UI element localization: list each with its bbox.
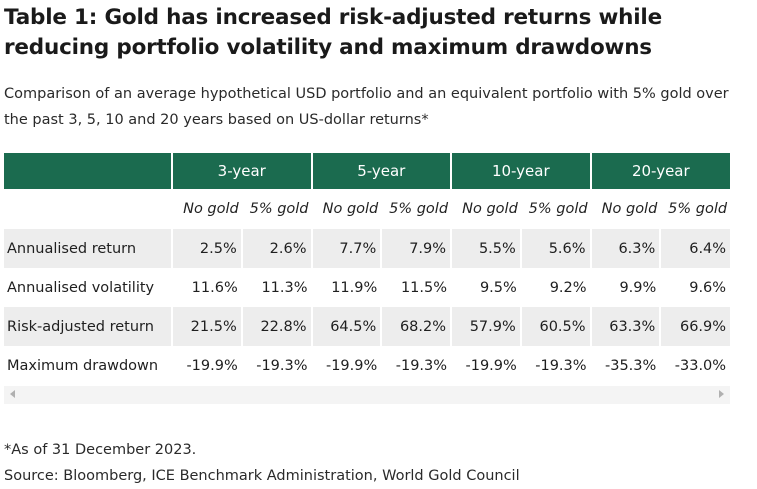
subheader-cell: No gold xyxy=(601,201,658,217)
table-cell: 11.6% xyxy=(191,279,238,296)
table-cell: 2.5% xyxy=(171,229,242,268)
table-cell: 9.2% xyxy=(549,279,587,296)
subheader-cell: 5% gold xyxy=(249,201,309,217)
row-label: Maximum drawdown xyxy=(7,357,159,374)
table-cell: 57.9% xyxy=(450,307,521,346)
source-note: Source: Bloomberg, ICE Benchmark Adminis… xyxy=(4,468,520,484)
footnotes: *As of 31 December 2023. Source: Bloombe… xyxy=(4,437,520,489)
period-header-row: 3-year 5-year 10-year 20-year xyxy=(4,153,731,189)
table-title: Table 1: Gold has increased risk-adjuste… xyxy=(4,5,662,60)
table-cell: 2.6% xyxy=(240,229,312,268)
horizontal-scrollbar[interactable] xyxy=(4,386,730,404)
table-row-maximum-drawdown: Maximum drawdown -19.9% -19.3% -19.9% -1… xyxy=(4,346,730,385)
table-cell: -19.9% xyxy=(465,357,517,374)
table-cell: 11.3% xyxy=(261,279,308,296)
table-cell: -19.3% xyxy=(395,357,448,374)
period-header-3-year: 3-year xyxy=(171,153,312,189)
table-cell: -19.3% xyxy=(535,357,587,374)
data-table: 3-year 5-year 10-year 20-year No gold 5%… xyxy=(4,153,731,385)
period-header-20-year: 20-year xyxy=(589,153,731,189)
table-cell: 6.4% xyxy=(659,229,731,268)
subheader-cell: 5% gold xyxy=(528,201,588,217)
table-cell: -19.3% xyxy=(256,357,308,374)
row-label: Annualised volatility xyxy=(7,279,155,296)
table-cell: 7.7% xyxy=(310,229,382,268)
portfolio-subheader-row: No gold 5% gold No gold 5% gold No gold … xyxy=(4,189,730,229)
scroll-left-arrow-icon[interactable] xyxy=(10,390,15,398)
subheader-cell: 5% gold xyxy=(668,201,728,217)
table-row-annualised-volatility: Annualised volatility 11.6% 11.3% 11.9% … xyxy=(4,268,730,307)
table-cell: 9.5% xyxy=(479,279,517,296)
header-corner-cell xyxy=(4,153,172,189)
table-cell: -35.3% xyxy=(605,357,657,374)
table-cell: 9.6% xyxy=(689,279,727,296)
table-row-risk-adjusted-return: Risk-adjusted return 21.5% 22.8% 64.5% 6… xyxy=(4,307,731,346)
table-cell: 9.9% xyxy=(619,279,657,296)
table-subtitle: Comparison of an average hypothetical US… xyxy=(4,86,729,128)
as-of-note: *As of 31 December 2023. xyxy=(4,442,197,458)
table-cell: 68.2% xyxy=(380,307,452,346)
data-table-container: 3-year 5-year 10-year 20-year No gold 5%… xyxy=(4,153,731,385)
table-cell: 5.6% xyxy=(519,229,591,268)
table-cell: -19.9% xyxy=(186,357,238,374)
table-cell: 7.9% xyxy=(380,229,452,268)
row-label: Risk-adjusted return xyxy=(4,307,172,346)
table-cell: 63.3% xyxy=(589,307,661,346)
scroll-right-arrow-icon[interactable] xyxy=(719,390,724,398)
table-cell: 22.8% xyxy=(240,307,312,346)
table-cell: 60.5% xyxy=(519,307,591,346)
table-row-annualised-return: Annualised return 2.5% 2.6% 7.7% 7.9% 5.… xyxy=(4,229,731,268)
subheader-cell: No gold xyxy=(462,201,518,217)
row-label: Annualised return xyxy=(4,229,172,268)
table-cell: 21.5% xyxy=(171,307,242,346)
table-cell: 11.9% xyxy=(331,279,378,296)
table-cell: -33.0% xyxy=(674,357,727,374)
table-cell: 5.5% xyxy=(450,229,521,268)
period-header-10-year: 10-year xyxy=(450,153,591,189)
table-cell: 11.5% xyxy=(400,279,448,296)
table-cell: 66.9% xyxy=(659,307,731,346)
subheader-cell: No gold xyxy=(183,201,239,217)
table-cell: -19.9% xyxy=(325,357,378,374)
subheader-cell: No gold xyxy=(322,201,379,217)
table-cell: 6.3% xyxy=(589,229,661,268)
subheader-corner-cell xyxy=(4,189,172,229)
period-header-5-year: 5-year xyxy=(310,153,452,189)
table-cell: 64.5% xyxy=(310,307,382,346)
subheader-cell: 5% gold xyxy=(389,201,449,217)
